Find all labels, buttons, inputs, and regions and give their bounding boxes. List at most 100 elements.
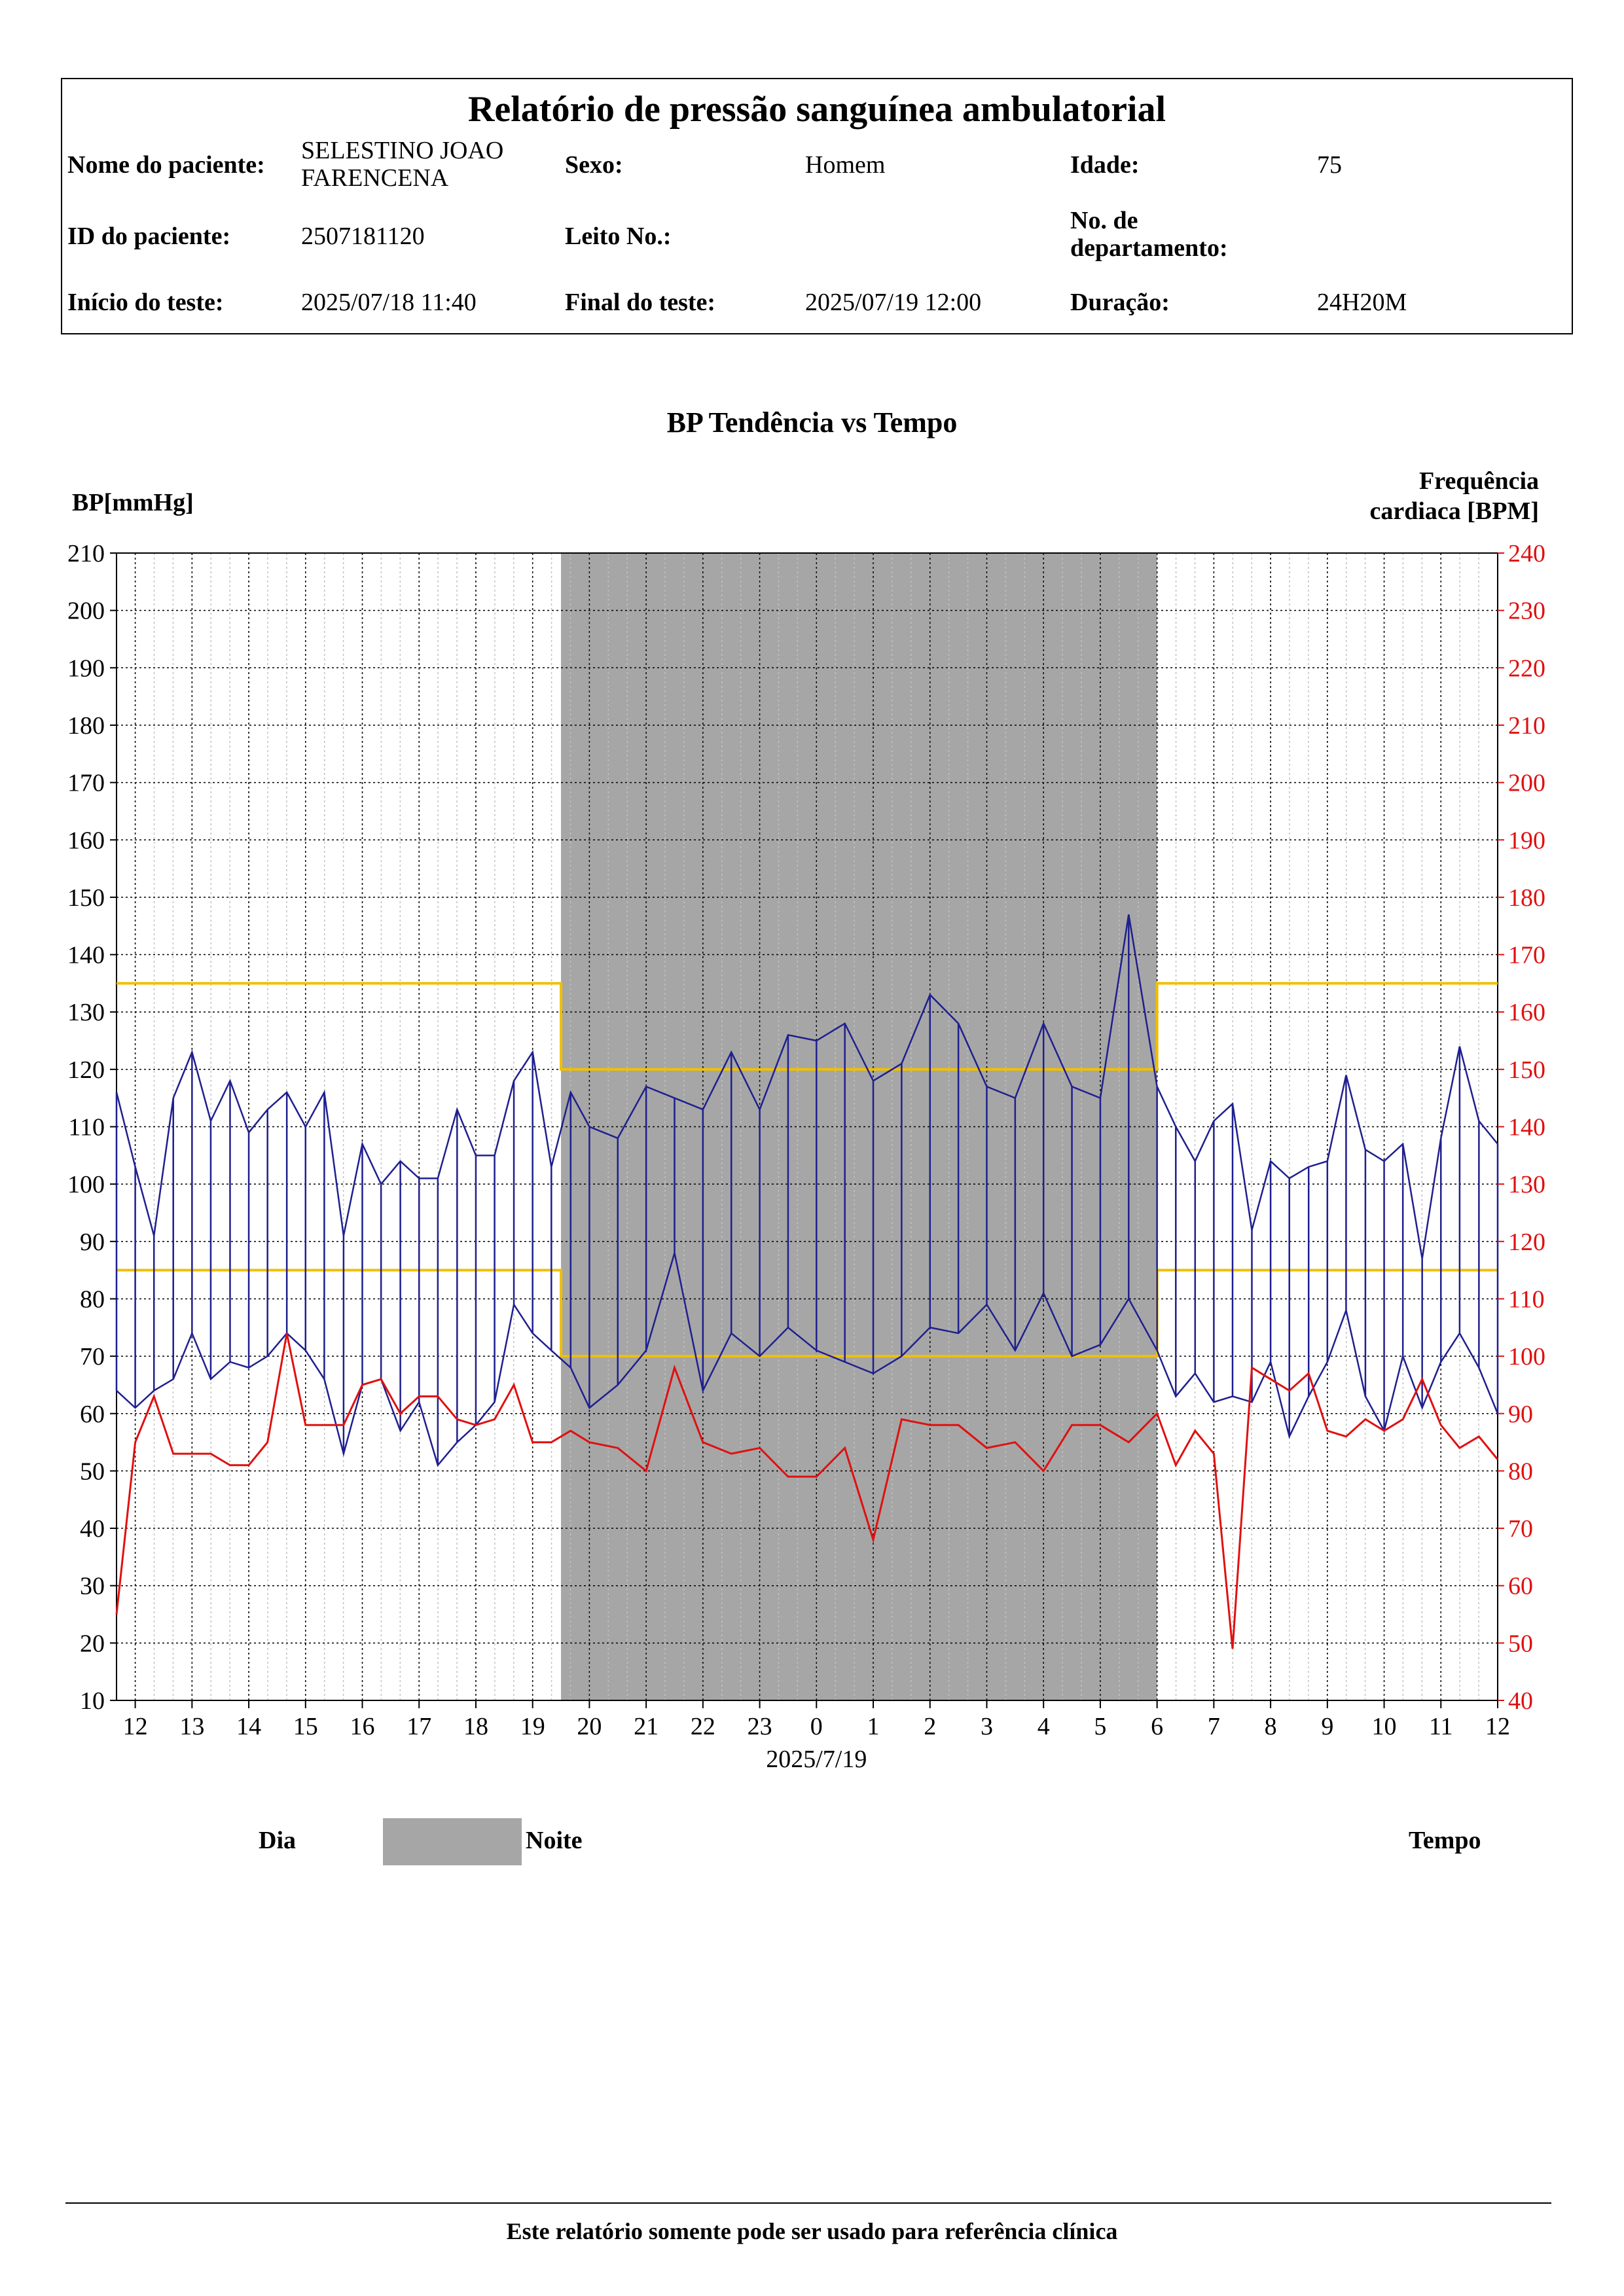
y2-tick-label: 80 (1508, 1458, 1533, 1485)
x-tick-label: 4 (1038, 1713, 1050, 1740)
x-tick-label: 17 (406, 1713, 431, 1740)
patient-id-label: ID do paciente: (67, 223, 231, 250)
duration-value: 24H20M (1317, 289, 1407, 316)
legend-night: Noite (526, 1827, 583, 1854)
x-tick-label: 9 (1321, 1713, 1333, 1740)
y-tick-label: 70 (80, 1343, 105, 1371)
x-tick-label: 14 (236, 1713, 261, 1740)
header-row-patient: Nome do paciente: SELESTINO JOAO FARENCE… (62, 137, 1572, 202)
y-tick-label: 210 (67, 540, 105, 567)
threshold-systolic (117, 982, 1498, 1071)
x-tick-label: 11 (1429, 1713, 1453, 1740)
y2-tick-label: 130 (1508, 1171, 1545, 1198)
x-tick-label: 3 (981, 1713, 993, 1740)
bp-trend-chart: 1020304050607080901001101201301401501601… (67, 540, 1545, 1773)
x-tick-label: 8 (1265, 1713, 1277, 1740)
y-tick-label: 120 (67, 1056, 105, 1084)
diastolic-line (116, 1252, 1499, 1467)
bed-label: Leito No.: (565, 223, 672, 250)
y2-tick-label: 170 (1508, 942, 1545, 969)
y2-tick-label: 60 (1508, 1573, 1533, 1600)
y2-tick-label: 240 (1508, 540, 1545, 567)
y-tick-label: 170 (67, 770, 105, 797)
y-tick-label: 40 (80, 1515, 105, 1543)
x-tick-label: 21 (634, 1713, 659, 1740)
x-tick-label: 5 (1094, 1713, 1106, 1740)
y2-tick-label: 220 (1508, 655, 1545, 682)
y-tick-label: 50 (80, 1458, 105, 1485)
test-end-label: Final do teste: (565, 289, 716, 316)
sex-value: Homem (805, 151, 886, 179)
y2-tick-label: 140 (1508, 1114, 1545, 1141)
y2-tick-label: 230 (1508, 598, 1545, 625)
x-tick-label: 20 (577, 1713, 602, 1740)
y-tick-label: 140 (67, 942, 105, 969)
legend-night-swatch (383, 1818, 522, 1865)
y-tick-label: 200 (67, 598, 105, 625)
footer-divider (65, 2202, 1551, 2204)
x-tick-label: 16 (350, 1713, 375, 1740)
x-axis-label: 2025/7/19 (766, 1746, 867, 1773)
y-tick-label: 30 (80, 1573, 105, 1600)
systolic-line (115, 914, 1498, 1259)
x-tick-label: 10 (1372, 1713, 1397, 1740)
y-tick-label: 20 (80, 1630, 105, 1657)
x-tick-label: 1 (867, 1713, 880, 1740)
x-tick-label: 22 (691, 1713, 715, 1740)
y-tick-label: 150 (67, 884, 105, 912)
y2-tick-label: 100 (1508, 1343, 1545, 1371)
y2-tick-label: 160 (1508, 999, 1545, 1026)
report-header: Relatório de pressão sanguínea ambulator… (61, 78, 1573, 334)
patient-name-label: Nome do paciente: (67, 151, 265, 179)
test-start-label: Início do teste: (67, 289, 224, 316)
x-tick-label: 12 (1485, 1713, 1510, 1740)
y2-tick-label: 150 (1508, 1056, 1545, 1084)
x-tick-label: 13 (179, 1713, 204, 1740)
y2-tick-label: 90 (1508, 1401, 1533, 1428)
y2-tick-label: 120 (1508, 1229, 1545, 1256)
test-start-value: 2025/07/18 11:40 (301, 289, 477, 316)
y2-tick-label: 110 (1508, 1285, 1545, 1313)
legend-day: Dia (259, 1827, 296, 1854)
x-tick-label: 2 (924, 1713, 936, 1740)
y-tick-label: 60 (80, 1401, 105, 1428)
chart-title: BP Tendência vs Tempo (666, 406, 958, 439)
header-row-test: Início do teste: 2025/07/18 11:40 Final … (62, 276, 1572, 341)
x-tick-label: 23 (748, 1713, 772, 1740)
age-value: 75 (1317, 151, 1342, 179)
y-axis-label: BP[mmHg] (72, 489, 194, 516)
heart-rate-line (115, 1333, 1499, 1649)
x-tick-label: 15 (293, 1713, 318, 1740)
x-tick-label: 19 (520, 1713, 545, 1740)
y-tick-label: 130 (67, 999, 105, 1026)
y2-tick-label: 200 (1508, 770, 1545, 797)
y-tick-label: 90 (80, 1229, 105, 1256)
age-label: Idade: (1070, 151, 1140, 179)
y2-tick-label: 70 (1508, 1515, 1533, 1543)
header-row-id: ID do paciente: 2507181120 Leito No.: No… (62, 207, 1572, 272)
y2-tick-label: 180 (1508, 884, 1545, 912)
y2-tick-label: 210 (1508, 712, 1545, 740)
y-tick-label: 110 (68, 1114, 105, 1141)
y-tick-label: 190 (67, 655, 105, 682)
sex-label: Sexo: (565, 151, 623, 179)
x-tick-label: 6 (1151, 1713, 1163, 1740)
y2-axis-label: Frequência cardiaca [BPM] (1369, 467, 1539, 525)
footer-note: Este relatório somente pode ser usado pa… (506, 2218, 1118, 2244)
y-tick-label: 100 (67, 1171, 105, 1198)
x-tick-label: 7 (1208, 1713, 1220, 1740)
x-tick-label: 12 (123, 1713, 148, 1740)
y-tick-label: 160 (67, 827, 105, 854)
x-tick-label: 0 (810, 1713, 823, 1740)
y-tick-label: 180 (67, 712, 105, 740)
test-end-value: 2025/07/19 12:00 (805, 289, 982, 316)
y-tick-label: 10 (80, 1687, 105, 1715)
legend-time: Tempo (1409, 1827, 1481, 1854)
patient-id-value: 2507181120 (301, 223, 425, 250)
y2-tick-label: 190 (1508, 827, 1545, 854)
department-label: No. de departamento: (1070, 207, 1228, 262)
y2-tick-label: 40 (1508, 1687, 1533, 1715)
patient-name-value: SELESTINO JOAO FARENCENA (301, 137, 504, 192)
y-tick-label: 80 (80, 1285, 105, 1313)
report-title: Relatório de pressão sanguínea ambulator… (467, 89, 1166, 130)
